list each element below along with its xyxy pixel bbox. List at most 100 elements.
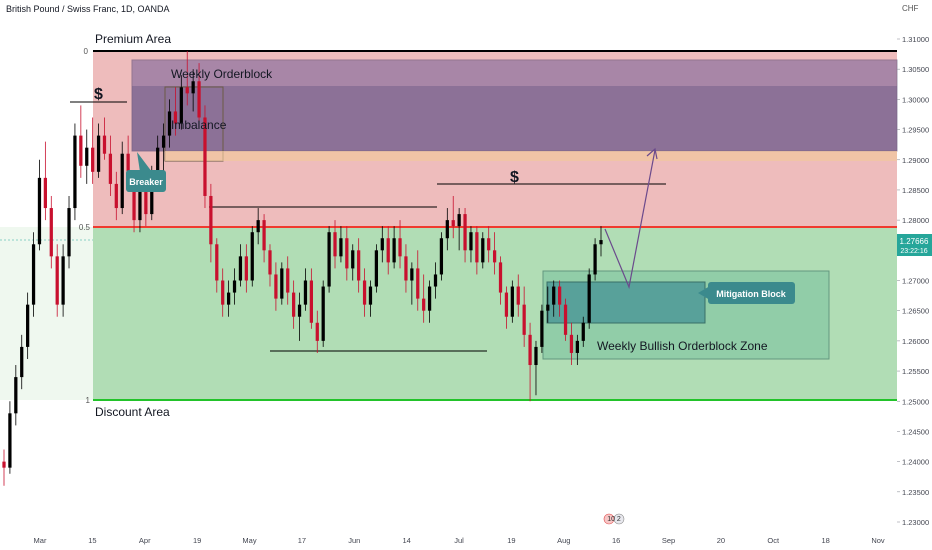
- candle-up: [232, 280, 237, 293]
- candle-down: [244, 256, 248, 281]
- x-axis-tick-label: 14: [402, 536, 410, 545]
- candle-up: [167, 111, 172, 136]
- candle-up: [8, 413, 12, 468]
- x-axis-tick-label: Mar: [34, 536, 47, 545]
- last-price-tag: [897, 234, 932, 256]
- y-axis-tick-label: 1.23000: [902, 518, 929, 527]
- x-axis-tick-label: 17: [298, 536, 306, 545]
- candle-up: [280, 268, 284, 299]
- liquidity-label-1: $: [94, 86, 103, 103]
- candle-down: [492, 250, 497, 263]
- candle-up: [575, 340, 579, 353]
- projection-arrowhead: [646, 147, 658, 160]
- candle-up: [150, 177, 154, 215]
- x-axis-tick-label: 20: [717, 536, 725, 545]
- y-axis-tick-label: 1.29500: [902, 126, 929, 135]
- y-axis-tick-label: 1.28500: [902, 186, 929, 195]
- y-axis-tick-label: 1.26500: [902, 307, 929, 316]
- candle-up: [327, 232, 331, 287]
- countdown-value: 23:22:16: [900, 248, 927, 255]
- candle-down: [132, 177, 136, 221]
- x-axis-tick-label: Sep: [662, 536, 675, 545]
- candle-up: [73, 135, 77, 209]
- breaker-callout: [126, 170, 166, 192]
- candle-up: [380, 238, 384, 251]
- y-axis-tick-label: 1.28000: [902, 216, 929, 225]
- candle-down: [173, 111, 178, 124]
- bullish-zone-label: Weekly Bullish Orderblock Zone: [597, 339, 768, 353]
- y-axis-tick-label: 1.24000: [902, 458, 929, 467]
- candle-down: [43, 177, 48, 209]
- candle-up: [297, 304, 302, 317]
- candle-up: [96, 135, 101, 172]
- candle-up: [392, 238, 396, 263]
- candle-up: [20, 346, 24, 378]
- candle-up: [61, 256, 65, 305]
- candle-down: [91, 147, 95, 172]
- liquidity-label-2: $: [510, 169, 519, 186]
- candle-down: [2, 461, 6, 468]
- candle-down: [49, 208, 53, 257]
- x-axis-tick-label: 16: [612, 536, 620, 545]
- candle-down: [522, 304, 526, 335]
- candle-down: [315, 322, 319, 341]
- candle-up: [37, 177, 42, 245]
- candle-up: [226, 292, 231, 305]
- candle-up: [31, 244, 36, 305]
- x-axis-tick-label: Oct: [767, 536, 780, 545]
- candle-up: [67, 208, 71, 257]
- candle-down: [215, 244, 219, 281]
- candle-up: [120, 153, 124, 209]
- x-axis-tick-label: Jun: [348, 536, 360, 545]
- y-axis-tick-label: 1.26000: [902, 337, 929, 346]
- candle-up: [534, 346, 538, 366]
- candle-up: [85, 147, 89, 166]
- candle-down: [333, 232, 337, 257]
- candle-down: [292, 292, 296, 317]
- event-badge-icon-2[interactable]: [613, 513, 625, 525]
- candle-up: [179, 87, 183, 124]
- y-axis-tick-label: 1.29000: [902, 156, 929, 165]
- candle-up: [433, 274, 438, 287]
- x-axis-tick-label: Apr: [139, 536, 151, 545]
- candle-down: [357, 250, 361, 281]
- candle-down: [274, 274, 278, 299]
- x-axis-tick-label: 18: [821, 536, 829, 545]
- candle-down: [345, 238, 349, 269]
- candle-up: [368, 286, 373, 305]
- x-axis-tick-label: Jul: [454, 536, 464, 545]
- candle-up: [481, 238, 485, 263]
- candle-down: [463, 214, 467, 251]
- breaker-label: Breaker: [129, 177, 163, 187]
- x-axis-tick-label: Nov: [871, 536, 885, 545]
- fib-label-top: 0: [84, 47, 89, 56]
- y-axis-tick-label: 1.27000: [902, 277, 929, 286]
- candle-up: [587, 274, 591, 323]
- x-axis-tick-label: Aug: [557, 536, 570, 545]
- weekly-orderblock-label: Weekly Orderblock: [171, 67, 273, 81]
- candle-down: [416, 268, 420, 299]
- x-axis[interactable]: Mar 15 Apr 19 May 17 Jun 14 Jul 19 Aug 16 Sep 20 Oct 18…: [34, 536, 885, 545]
- y-axis[interactable]: 1.31000 1.30500 1.30000 1.29500 1.29000 1.285…: [897, 35, 929, 527]
- event-badge-text: 10 2: [607, 516, 621, 523]
- x-axis-tick-label: 19: [507, 536, 515, 545]
- candle-down: [197, 81, 201, 118]
- candle-up: [593, 244, 597, 275]
- candle-down: [362, 280, 367, 305]
- candle-down: [185, 87, 189, 94]
- candle-down: [144, 189, 148, 215]
- candle-up: [238, 256, 243, 281]
- candle-up: [546, 304, 550, 311]
- candle-up: [303, 280, 308, 305]
- candle-up: [457, 214, 461, 227]
- candle-up: [469, 232, 473, 251]
- candle-down: [114, 183, 118, 209]
- candle-down: [563, 304, 568, 335]
- imbalance-label: Imbalance: [171, 118, 227, 132]
- y-axis-tick-label: 1.23500: [902, 488, 929, 497]
- candle-up: [410, 268, 414, 281]
- fill-left-of-chart-top: [0, 227, 93, 400]
- candle-down: [475, 232, 479, 263]
- candle-up: [581, 322, 585, 341]
